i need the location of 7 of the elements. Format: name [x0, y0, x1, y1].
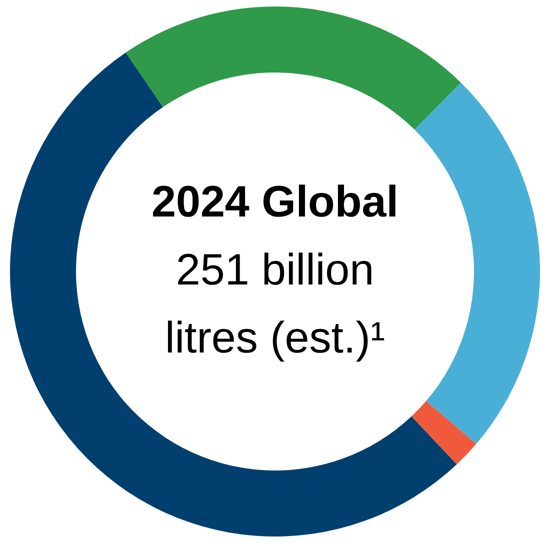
- text: 251 billion: [176, 246, 374, 294]
- donut-slice: [411, 400, 476, 464]
- donut-slice: [10, 52, 457, 536]
- text: litres (est.)¹: [165, 314, 385, 362]
- donut-slice: [414, 82, 540, 444]
- donut-slice: [126, 6, 461, 130]
- text: 2024 Global: [151, 178, 399, 226]
